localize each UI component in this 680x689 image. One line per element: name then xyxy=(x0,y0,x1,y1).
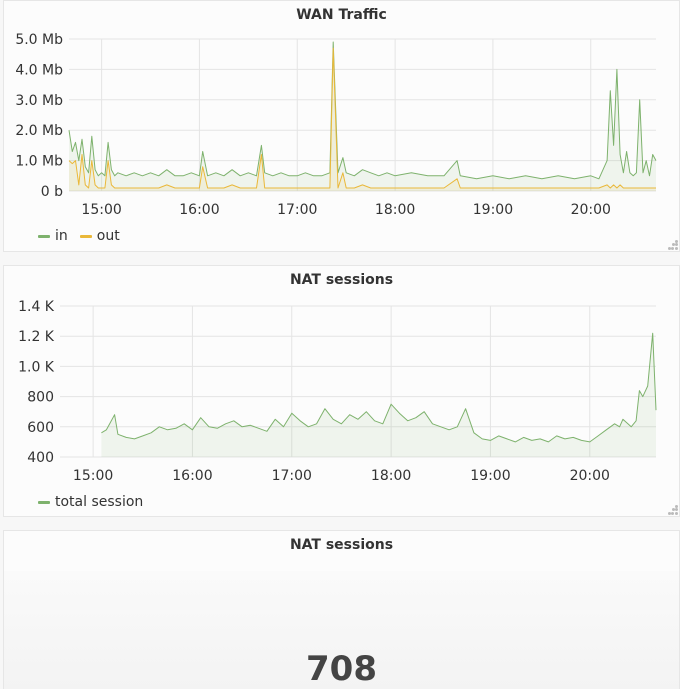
x-tick-label: 16:00 xyxy=(179,202,219,218)
resize-handle-icon[interactable] xyxy=(668,505,678,515)
nat-sessions-stat-panel: NAT sessions 708 xyxy=(3,530,680,689)
legend-item-out[interactable]: out xyxy=(79,228,120,244)
y-tick-label: 2.0 Mb xyxy=(15,123,63,139)
y-tick-label: 3.0 Mb xyxy=(15,93,63,109)
x-tick-label: 20:00 xyxy=(571,202,611,218)
y-tick-label: 400 xyxy=(27,450,54,466)
series-line-out xyxy=(68,47,656,189)
x-tick-label: 15:00 xyxy=(73,468,113,484)
x-tick-label: 16:00 xyxy=(172,468,212,484)
x-tick-label: 20:00 xyxy=(570,468,610,484)
wan-traffic-title[interactable]: WAN Traffic xyxy=(296,7,387,23)
y-tick-label: 600 xyxy=(27,420,54,436)
y-tick-label: 1.2 K xyxy=(18,329,55,345)
x-tick-label: 19:00 xyxy=(470,468,510,484)
wan-traffic-chart: 0 b 1.0 Mb 2.0 Mb 3.0 Mb 4.0 Mb 5.0 Mb 15:00 16… xyxy=(15,32,657,218)
legend-swatch-total-session xyxy=(38,500,50,504)
stat-value: 708 xyxy=(306,649,377,689)
x-tick-label: 18:00 xyxy=(371,468,411,484)
stat-background xyxy=(4,571,679,689)
x-tick-label: 18:00 xyxy=(375,202,415,218)
legend-swatch-out xyxy=(79,234,92,238)
nat-sessions-panel: NAT sessions 400 600 800 1.0 K 1.2 K 1.4 K 15:… xyxy=(3,265,680,517)
legend-label-in: in xyxy=(55,228,68,244)
legend-item-total-session[interactable]: total session xyxy=(38,494,143,510)
y-tick-label: 4.0 Mb xyxy=(15,62,63,78)
resize-handle-icon[interactable] xyxy=(668,240,678,250)
legend-item-in[interactable]: in xyxy=(38,228,68,244)
nat-sessions-stat-title[interactable]: NAT sessions xyxy=(289,537,394,553)
y-tick-label: 5.0 Mb xyxy=(15,32,63,48)
y-tick-label: 800 xyxy=(27,390,54,406)
y-tick-label: 1.0 K xyxy=(18,359,55,375)
x-tick-label: 19:00 xyxy=(473,202,513,218)
legend-label-out: out xyxy=(96,228,120,244)
x-tick-label: 15:00 xyxy=(81,202,121,218)
series-line-total-session xyxy=(101,332,657,443)
legend-swatch-in xyxy=(38,234,50,238)
nat-sessions-chart: 400 600 800 1.0 K 1.2 K 1.4 K 15:00 16:00 17:00 1… xyxy=(18,299,657,484)
series-area-total-session xyxy=(101,333,656,457)
y-tick-label: 1.4 K xyxy=(18,299,55,315)
y-tick-label: 0 b xyxy=(41,184,63,200)
x-tick-label: 17:00 xyxy=(272,468,312,484)
legend-label-total-session: total session xyxy=(55,494,144,510)
wan-traffic-legend: in out xyxy=(38,228,120,244)
wan-traffic-panel: WAN Traffic 0 b 1.0 Mb 2.0 Mb 3.0 Mb 4.0 Mb 5… xyxy=(3,0,680,252)
series-area-in xyxy=(69,42,656,191)
y-tick-label: 1.0 Mb xyxy=(15,154,63,170)
x-tick-label: 17:00 xyxy=(277,202,317,218)
nat-sessions-title[interactable]: NAT sessions xyxy=(289,272,394,288)
series-line-in xyxy=(68,41,657,180)
nat-sessions-legend: total session xyxy=(38,494,143,510)
